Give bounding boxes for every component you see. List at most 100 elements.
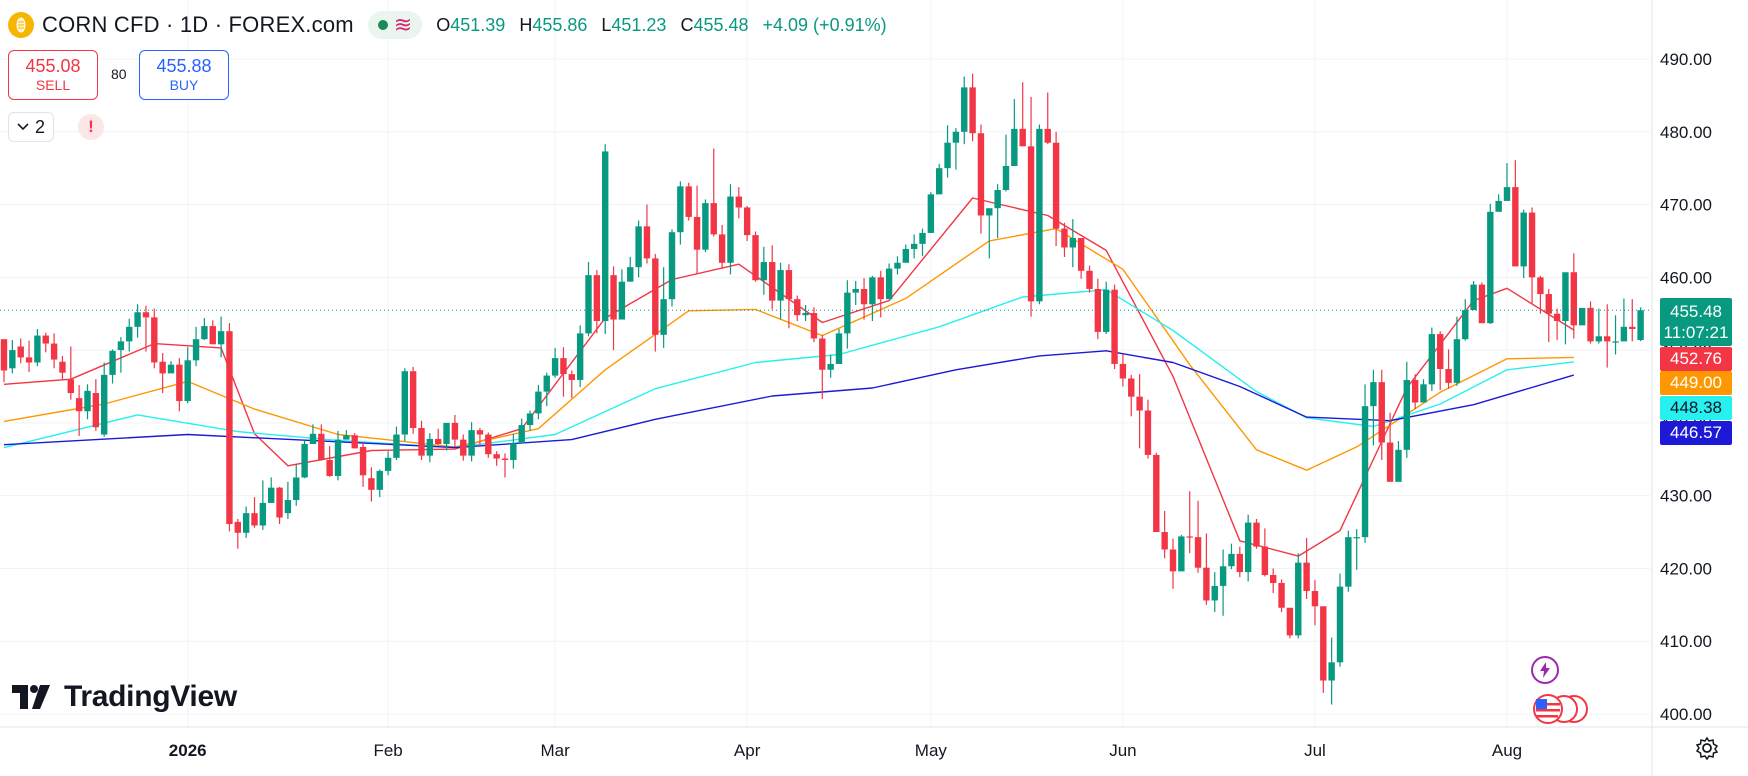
symbol-title[interactable]: CORN CFD · 1D · FOREX.com	[42, 12, 354, 37]
candle	[284, 481, 292, 519]
candle	[969, 73, 976, 142]
candle-body	[1595, 336, 1603, 342]
candle	[259, 480, 267, 530]
candle	[685, 182, 692, 221]
candle	[802, 304, 809, 321]
candle	[1578, 307, 1586, 326]
candle-body	[384, 457, 392, 471]
candle	[184, 347, 191, 404]
candle-body	[109, 350, 116, 375]
candle	[393, 426, 400, 461]
candle-body	[251, 513, 258, 526]
candle-body	[927, 194, 935, 233]
candle-body	[234, 521, 241, 533]
candle-body	[451, 422, 459, 440]
candle-body	[401, 371, 408, 435]
candle	[994, 184, 1001, 239]
candle-body	[435, 438, 442, 444]
candle-body	[568, 374, 575, 380]
candle	[752, 231, 759, 282]
candle	[785, 264, 793, 329]
candle-body	[159, 361, 166, 374]
candle	[376, 469, 383, 498]
logo-text: TradingView	[64, 680, 237, 713]
candle	[0, 339, 8, 383]
sell-button[interactable]: 455.08 SELL	[8, 50, 98, 100]
candle	[1286, 607, 1294, 639]
candle-body	[167, 364, 175, 374]
candle-body	[802, 312, 809, 316]
candle	[1512, 160, 1519, 267]
candle	[1144, 399, 1152, 459]
candle-body	[101, 374, 108, 435]
candle	[1545, 288, 1552, 343]
candle-body	[418, 427, 425, 456]
candle-body	[952, 131, 960, 143]
candle-body	[877, 277, 884, 300]
candle	[1194, 500, 1202, 573]
candle	[59, 355, 66, 380]
candle-body	[660, 299, 667, 335]
spread-value: 80	[111, 66, 127, 82]
candle-body	[894, 262, 901, 269]
alert-icon[interactable]: !	[78, 114, 104, 140]
candle	[769, 245, 776, 310]
candle-body	[1203, 567, 1210, 601]
candle	[936, 163, 943, 195]
candle	[142, 305, 150, 352]
indicators-toggle-button[interactable]: 2	[8, 112, 54, 142]
candle	[844, 280, 851, 349]
candle	[1503, 163, 1511, 201]
tradingview-logo[interactable]: TradingView	[12, 680, 237, 714]
candle	[1353, 529, 1360, 570]
candle-body	[1261, 546, 1269, 575]
candle-body	[652, 258, 659, 335]
candle-body	[777, 270, 784, 301]
candle	[1086, 265, 1093, 293]
candle	[1203, 533, 1210, 605]
candle-body	[1553, 313, 1561, 321]
candle	[1103, 281, 1110, 335]
candle	[493, 451, 500, 466]
candle-body	[293, 477, 300, 501]
candle	[1587, 301, 1594, 344]
lightning-icon[interactable]	[1531, 656, 1559, 684]
candle-body	[585, 275, 592, 334]
x-tick-label: Jun	[1109, 741, 1136, 760]
high-value: 455.86	[532, 14, 588, 35]
candle	[126, 318, 133, 352]
candle	[1069, 219, 1076, 268]
candle-body	[1019, 128, 1026, 147]
candle	[1153, 452, 1160, 533]
candle	[1136, 374, 1143, 449]
candle-body	[1036, 128, 1043, 302]
ma-orange-tag: 449.00	[1660, 371, 1732, 395]
candle	[485, 432, 492, 458]
candle-body	[785, 270, 793, 300]
market-status-pill[interactable]: ≋	[367, 11, 423, 39]
economic-events-flag-icon[interactable]	[1530, 694, 1594, 724]
candle	[1161, 510, 1168, 559]
buy-button[interactable]: 455.88 BUY	[139, 50, 229, 100]
candle	[1553, 308, 1561, 340]
candle	[677, 181, 684, 245]
candle-body	[635, 226, 642, 268]
candle	[526, 410, 534, 431]
candle	[176, 358, 183, 412]
candle-body	[1378, 382, 1385, 443]
candle-body	[326, 460, 333, 477]
candle	[1478, 282, 1486, 324]
gear-icon[interactable]	[1695, 736, 1719, 760]
candle-body	[1044, 128, 1051, 143]
candle	[34, 329, 41, 367]
alert-symbol: !	[88, 117, 94, 136]
candle	[1378, 369, 1385, 461]
candle-body	[501, 458, 509, 461]
corn-symbol-icon[interactable]	[8, 12, 34, 38]
candle-body	[1094, 288, 1102, 332]
candle-body	[59, 361, 66, 373]
candle	[1044, 92, 1051, 145]
candle-body	[209, 326, 216, 345]
candle	[251, 497, 258, 528]
